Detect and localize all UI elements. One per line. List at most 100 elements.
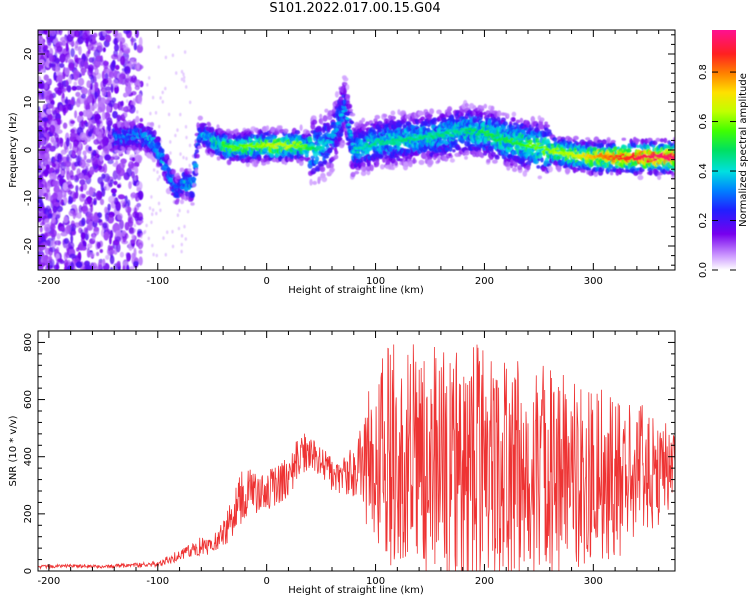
heatmap-cell xyxy=(86,212,91,223)
heatmap-cell xyxy=(136,110,139,114)
heatmap-cell xyxy=(176,213,180,217)
heatmap-cell xyxy=(86,250,91,258)
heatmap-cell xyxy=(56,45,63,53)
heatmap-cell xyxy=(123,42,129,51)
heatmap-cell xyxy=(494,154,500,160)
heatmap-cell xyxy=(113,70,118,79)
heatmap-cell xyxy=(105,30,113,34)
heatmap-cell xyxy=(192,183,197,188)
heatmap-cell xyxy=(66,85,72,93)
heatmap-cell xyxy=(167,160,172,166)
heatmap-cell xyxy=(99,36,106,41)
heatmap-cell xyxy=(72,144,79,154)
heatmap-cell xyxy=(108,71,115,79)
heatmap-cell xyxy=(159,96,162,100)
heatmap-cell xyxy=(265,161,271,165)
heatmap-cell xyxy=(394,160,398,166)
heatmap-cell xyxy=(149,111,152,116)
heatmap-cell xyxy=(391,166,395,171)
heatmap-cell xyxy=(94,67,99,76)
heatmap-cell xyxy=(56,205,63,213)
heatmap-cell xyxy=(113,180,118,186)
heatmap-cell xyxy=(136,65,140,69)
heatmap-cell xyxy=(49,124,56,134)
heatmap-cell xyxy=(38,212,45,217)
heatmap-cell xyxy=(43,156,51,163)
heatmap-cell xyxy=(161,90,164,95)
heatmap-cell xyxy=(68,176,72,184)
heatmap-cell xyxy=(90,204,93,213)
heatmap-cell xyxy=(110,267,114,270)
heatmap-cell xyxy=(194,168,199,174)
heatmap-cell xyxy=(137,190,144,201)
heatmap-cell xyxy=(80,119,84,127)
heatmap-cell xyxy=(171,53,175,58)
heatmap-cell xyxy=(126,167,133,177)
heatmap-cell xyxy=(182,79,186,83)
heatmap-cell xyxy=(464,155,468,160)
heatmap-cell xyxy=(99,155,104,162)
heatmap-cell xyxy=(539,117,545,122)
heatmap-cell xyxy=(113,40,119,45)
heatmap-cell xyxy=(120,158,127,164)
heatmap-cell xyxy=(180,69,184,74)
heatmap-cell xyxy=(166,230,169,234)
heatmap-cell xyxy=(161,100,164,104)
heatmap-cell xyxy=(429,108,435,115)
heatmap-cell xyxy=(88,221,93,227)
heatmap-cell xyxy=(52,205,58,213)
heatmap-cell xyxy=(126,264,130,270)
heatmap-cell xyxy=(78,77,85,86)
heatmap-cell xyxy=(73,69,80,80)
heatmap-cell xyxy=(511,117,516,122)
heatmap-cell xyxy=(76,168,81,176)
heatmap-cell xyxy=(148,76,151,80)
heatmap-cell xyxy=(536,165,541,169)
heatmap-cell xyxy=(93,139,100,145)
heatmap-cell xyxy=(62,182,68,191)
heatmap-cell xyxy=(162,236,165,240)
heatmap-cell xyxy=(93,197,97,204)
heatmap-cell xyxy=(158,175,161,179)
heatmap-cell xyxy=(333,154,339,160)
heatmap-cell xyxy=(80,93,86,99)
heatmap-cell xyxy=(223,135,228,140)
heatmap-cell xyxy=(84,165,89,176)
heatmap-cell xyxy=(58,159,62,165)
heatmap-cell xyxy=(67,104,72,110)
heatmap-cell xyxy=(87,44,94,51)
heatmap-cell xyxy=(115,201,121,212)
heatmap-cell xyxy=(77,36,84,44)
heatmap-cell xyxy=(492,159,498,164)
heatmap-cell xyxy=(45,205,51,212)
heatmap-cell xyxy=(137,197,140,202)
heatmap-cell xyxy=(207,122,212,128)
heatmap-cell xyxy=(78,241,84,251)
heatmap-cell xyxy=(601,139,607,145)
heatmap-cell xyxy=(525,164,531,171)
heatmap-cell xyxy=(105,254,110,260)
heatmap-cell xyxy=(40,252,45,258)
heatmap-cell xyxy=(98,220,103,226)
heatmap-cell xyxy=(180,234,184,238)
heatmap-cell xyxy=(186,174,193,178)
heatmap-cell xyxy=(125,252,131,258)
heatmap-cell xyxy=(349,108,353,112)
heatmap-cell xyxy=(96,118,101,129)
heatmap-cell xyxy=(151,95,155,100)
heatmap-cell xyxy=(129,154,132,159)
heatmap-cell xyxy=(167,112,171,117)
heatmap-cell xyxy=(330,163,334,169)
heatmap-cell xyxy=(43,44,49,50)
heatmap-cell xyxy=(38,187,44,197)
heatmap-cell xyxy=(40,242,46,248)
heatmap-cell xyxy=(68,74,72,85)
heatmap-cell xyxy=(39,226,43,233)
heatmap-cell xyxy=(140,232,143,237)
heatmap-cell xyxy=(93,215,99,223)
heatmap-cell xyxy=(52,132,58,137)
heatmap-cell xyxy=(127,82,131,90)
heatmap-cell xyxy=(171,229,174,234)
heatmap-cell xyxy=(311,119,318,125)
heatmap-cell xyxy=(65,42,69,52)
